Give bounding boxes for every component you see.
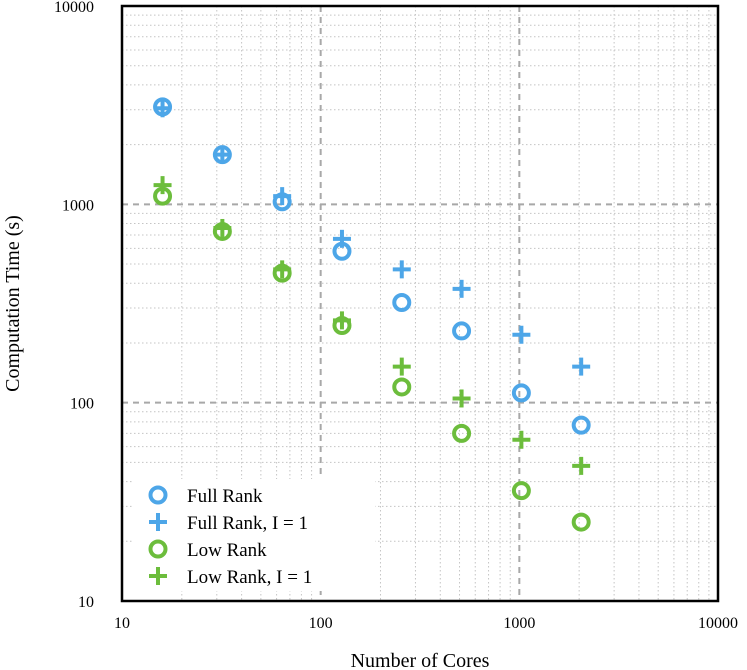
plus-point [452, 389, 471, 408]
plus-point [273, 187, 292, 206]
data-points [153, 97, 591, 532]
plus-point [213, 145, 232, 164]
plus-point [392, 260, 411, 279]
plus-point [512, 325, 531, 344]
circle-point [571, 415, 591, 435]
grid [121, 5, 719, 602]
y-axis-title: Computation Time (s) [2, 215, 24, 392]
legend-label: Low Rank, I = 1 [187, 567, 312, 588]
plus-point [572, 357, 591, 376]
legend: Full Rank Full Rank, I = 1 Low Rank Low Ran… [132, 479, 375, 591]
axis-ticks: 10 100 1000 10000 10 100 1000 10000 [54, 0, 738, 632]
legend-marker [149, 567, 167, 585]
plus-point [572, 456, 591, 475]
x-tick-label: 10 [114, 615, 130, 632]
y-tick-label: 10000 [54, 0, 94, 16]
legend-marker [149, 513, 167, 531]
circle-point [511, 383, 531, 403]
y-tick-label: 100 [70, 396, 94, 413]
circle-point [392, 292, 412, 312]
plus-point [213, 218, 232, 237]
y-tick-label: 1000 [62, 197, 94, 214]
plus-point [512, 430, 531, 449]
x-axis-title: Number of Cores [351, 650, 490, 670]
x-tick-label: 100 [309, 615, 333, 632]
legend-label: Full Rank [187, 486, 263, 507]
x-tick-label: 1000 [503, 615, 535, 632]
series-0 [153, 97, 591, 435]
plus-point [153, 176, 172, 195]
legend-marker [148, 485, 168, 505]
circle-point [392, 377, 412, 397]
y-tick-label: 10 [78, 594, 94, 611]
circle-point [571, 512, 591, 532]
plus-point [273, 260, 292, 279]
plus-point [332, 311, 351, 330]
plus-point [452, 279, 471, 298]
circle-point [452, 321, 472, 341]
plus-point [153, 99, 172, 118]
plus-point [392, 357, 411, 376]
series-3 [153, 176, 591, 475]
series-2 [153, 186, 591, 532]
legend-label: Low Rank [187, 540, 267, 561]
plot-frame [120, 4, 720, 603]
circle-point [452, 423, 472, 443]
circle-point [511, 481, 531, 501]
plus-point [332, 229, 351, 248]
x-tick-label: 10000 [698, 615, 738, 632]
legend-marker [148, 539, 168, 559]
series-1 [153, 99, 591, 376]
legend-label: Full Rank, I = 1 [187, 513, 308, 534]
legend-box [132, 479, 375, 591]
